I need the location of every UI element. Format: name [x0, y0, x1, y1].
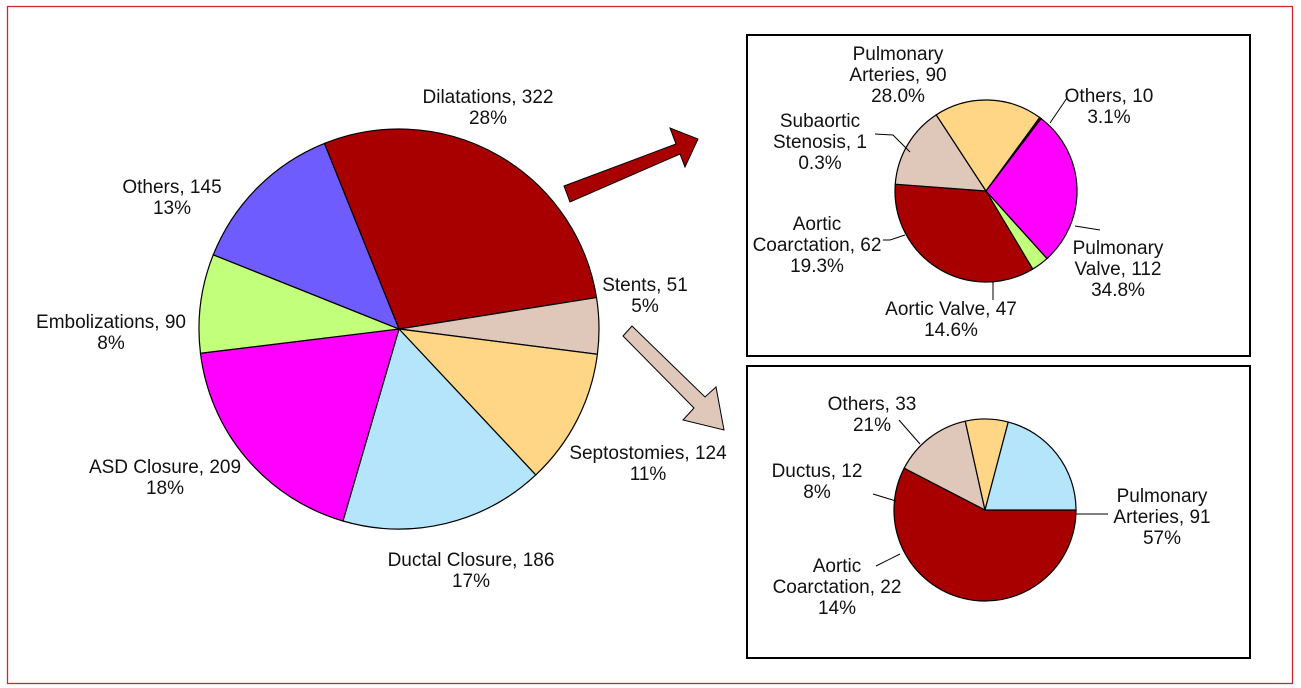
- main-label-ductal-closure: Ductal Closure, 186 17%: [388, 550, 555, 592]
- stents-leader-aortic-coarctation: [875, 553, 901, 567]
- dilatations-label-subaortic-stenosis-line: Subaortic: [780, 111, 860, 132]
- main-label-others-line: Others, 145: [122, 177, 221, 198]
- stents-label-ductus-line: 8%: [803, 482, 831, 503]
- dilatations-label-others-line: Others, 10: [1065, 86, 1154, 107]
- main-label-others: Others, 145 13%: [122, 177, 221, 219]
- main-label-septostomies-line: Septostomies, 124: [569, 443, 727, 464]
- stents-label-aortic-coarctation-line: Coarctation, 22: [773, 577, 902, 598]
- dilatations-label-others-line: 3.1%: [1087, 107, 1130, 128]
- main-label-asd-closure-line: ASD Closure, 209: [89, 457, 241, 478]
- dilatations-label-others: Others, 10 3.1%: [1065, 86, 1154, 128]
- dilatations-breakdown-box: [746, 34, 1251, 357]
- dilatations-slice-pulmonary-arteries: [985, 117, 1078, 260]
- dilatations-label-pulmonary-valve-line: Pulmonary: [1073, 238, 1164, 259]
- dilatations-label-subaortic-stenosis: Subaortic Stenosis, 1 0.3%: [773, 111, 867, 174]
- stents-label-pulmonary-arteries: Pulmonary Arteries, 91 57%: [1113, 486, 1210, 549]
- main-slice-others: [212, 142, 401, 331]
- dilatations-label-aortic-valve-line: 14.6%: [924, 320, 978, 341]
- dilatations-label-aortic-coarctation: Aortic Coarctation, 62 19.3%: [753, 214, 882, 277]
- main-pie: Dilatations, 322 28% Stents, 51 5% Septostom…: [36, 87, 727, 592]
- dilatations-slice-aortic-coarctation: [935, 99, 1041, 193]
- dilatations-leader-aortic-coarctation: [883, 234, 906, 241]
- dilatations-arrow: [563, 127, 699, 203]
- main-label-stents: Stents, 51 5%: [602, 275, 688, 317]
- dilatations-slice-pulmonary-valve: [894, 183, 1034, 283]
- stents-label-pulmonary-arteries-line: 57%: [1143, 528, 1181, 549]
- outer-frame: [6, 5, 1294, 685]
- dilatations-label-pulmonary-arteries-line: Pulmonary: [853, 44, 944, 65]
- stents-label-aortic-coarctation: Aortic Coarctation, 22 14%: [773, 556, 902, 619]
- stents-slice-aortic-coarctation: [903, 420, 986, 512]
- stents-label-pulmonary-arteries-line: Arteries, 91: [1113, 507, 1210, 528]
- main-slice-dilatations: [323, 128, 598, 330]
- main-label-others-line: 13%: [153, 198, 191, 219]
- main-label-asd-closure: ASD Closure, 209 18%: [89, 457, 241, 499]
- dilatations-leader-pulmonary-valve: [1074, 225, 1101, 231]
- dilatations-label-subaortic-stenosis-line: Stenosis, 1: [773, 132, 867, 153]
- main-label-dilatations-line: Dilatations, 322: [423, 87, 554, 108]
- stents-leader-ductus: [872, 493, 897, 502]
- dilatations-pie: Others, 10 3.1%Pulmonary Valve, 112 34.8%Ao…: [753, 44, 1164, 341]
- dilatations-label-aortic-valve: Aortic Valve, 47 14.6%: [885, 299, 1017, 341]
- dilatations-leader-subaortic-stenosis: [874, 133, 911, 153]
- stents-slice-pulmonary-arteries: [893, 467, 1077, 602]
- stents-leader-others: [898, 419, 921, 445]
- main-label-septostomies-line: 11%: [630, 464, 667, 485]
- dilatations-label-aortic-coarctation-line: Aortic: [793, 214, 842, 235]
- dilatations-slice-aortic-valve: [894, 113, 988, 192]
- main-label-septostomies: Septostomies, 124 11%: [569, 443, 727, 485]
- dilatations-label-aortic-coarctation-line: 19.3%: [790, 256, 844, 277]
- stents-label-ductus: Ductus, 12 8%: [772, 461, 863, 503]
- dilatations-label-pulmonary-arteries-line: 28.0%: [871, 86, 925, 107]
- main-slice-asd-closure: [199, 328, 400, 522]
- dilatations-leader-others: [1049, 97, 1068, 124]
- dilatations-label-subaortic-stenosis-line: 0.3%: [798, 153, 841, 174]
- main-slice-septostomies: [397, 328, 599, 476]
- main-label-dilatations: Dilatations, 322 28%: [423, 87, 554, 129]
- stents-label-others-line: Others, 33: [828, 394, 917, 415]
- main-label-stents-line: Stents, 51: [602, 275, 688, 296]
- main-slice-ductal-closure: [342, 327, 537, 530]
- dilatations-label-pulmonary-valve-line: Valve, 112: [1075, 259, 1162, 280]
- stents-label-others: Others, 33 21%: [828, 394, 917, 436]
- main-label-embolizations: Embolizations, 90 8%: [36, 312, 186, 354]
- stents-label-aortic-coarctation-line: 14%: [818, 598, 856, 619]
- stents-label-aortic-coarctation-line: Aortic: [813, 556, 862, 577]
- dilatations-label-pulmonary-valve: Pulmonary Valve, 112 34.8%: [1073, 238, 1164, 301]
- main-label-dilatations-line: 28%: [469, 108, 507, 129]
- stents-label-pulmonary-arteries-line: Pulmonary: [1117, 486, 1208, 507]
- dilatations-label-aortic-coarctation-line: Coarctation, 62: [753, 235, 882, 256]
- dilatations-label-pulmonary-valve-line: 34.8%: [1091, 280, 1145, 301]
- main-label-embolizations-line: Embolizations, 90: [36, 312, 186, 333]
- main-label-embolizations-line: 8%: [97, 333, 125, 354]
- stents-arrow: [622, 325, 725, 431]
- dilatations-label-aortic-valve-line: Aortic Valve, 47: [885, 299, 1017, 320]
- stents-pie: Pulmonary Arteries, 91 57% Aortic Coarctatio…: [772, 394, 1211, 619]
- dilatations-label-pulmonary-arteries: Pulmonary Arteries, 90 28.0%: [849, 44, 946, 107]
- stents-label-others-line: 21%: [853, 415, 891, 436]
- main-label-stents-line: 5%: [631, 296, 659, 317]
- main-label-ductal-closure-line: Ductal Closure, 186: [388, 550, 555, 571]
- main-label-asd-closure-line: 18%: [146, 478, 184, 499]
- stents-slice-others: [984, 421, 1077, 511]
- main-slice-embolizations: [198, 254, 400, 354]
- stents-label-ductus-line: Ductus, 12: [772, 461, 863, 482]
- main-label-ductal-closure-line: 17%: [452, 571, 490, 592]
- dilatations-label-pulmonary-arteries-line: Arteries, 90: [849, 65, 946, 86]
